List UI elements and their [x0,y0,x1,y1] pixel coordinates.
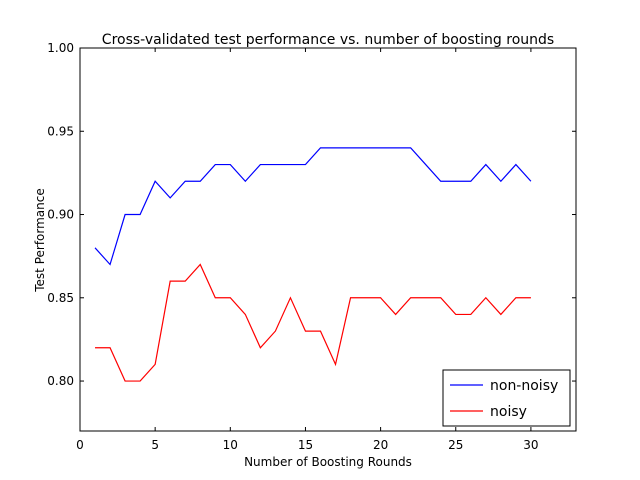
series-line-noisy [95,263,531,382]
legend-label-noisy: noisy [490,404,527,420]
y-tick-label: 0.80 [47,374,74,388]
x-tick-label: 30 [523,438,538,452]
y-tick-label: 1.00 [47,41,74,55]
series-lines [94,147,532,382]
x-axis-label: Number of Boosting Rounds [244,455,412,469]
x-tick-label: 5 [151,438,159,452]
y-tick-label: 0.85 [47,291,74,305]
x-tick-label: 15 [298,438,313,452]
chart-title: Cross-validated test performance vs. num… [102,32,554,48]
plot-area [79,47,577,432]
plot-frame [79,47,577,432]
legend-box [442,369,571,427]
tick-labels: 0 5 10 15 20 25 30 0.80 0.85 0.90 0.95 1.00 [47,41,538,452]
x-tick-label: 25 [448,438,463,452]
x-tick-label: 20 [373,438,388,452]
y-tick-label: 0.90 [47,208,74,222]
x-tick-label: 10 [223,438,238,452]
series-line-non-noisy [94,147,532,266]
axis-ticks [79,47,576,431]
y-axis-label: Test Performance [33,188,47,293]
y-tick-label: 0.95 [47,124,74,138]
legend: non-noisy noisy [442,369,571,427]
legend-label-non-noisy: non-noisy [490,378,558,394]
x-tick-label: 0 [76,438,84,452]
